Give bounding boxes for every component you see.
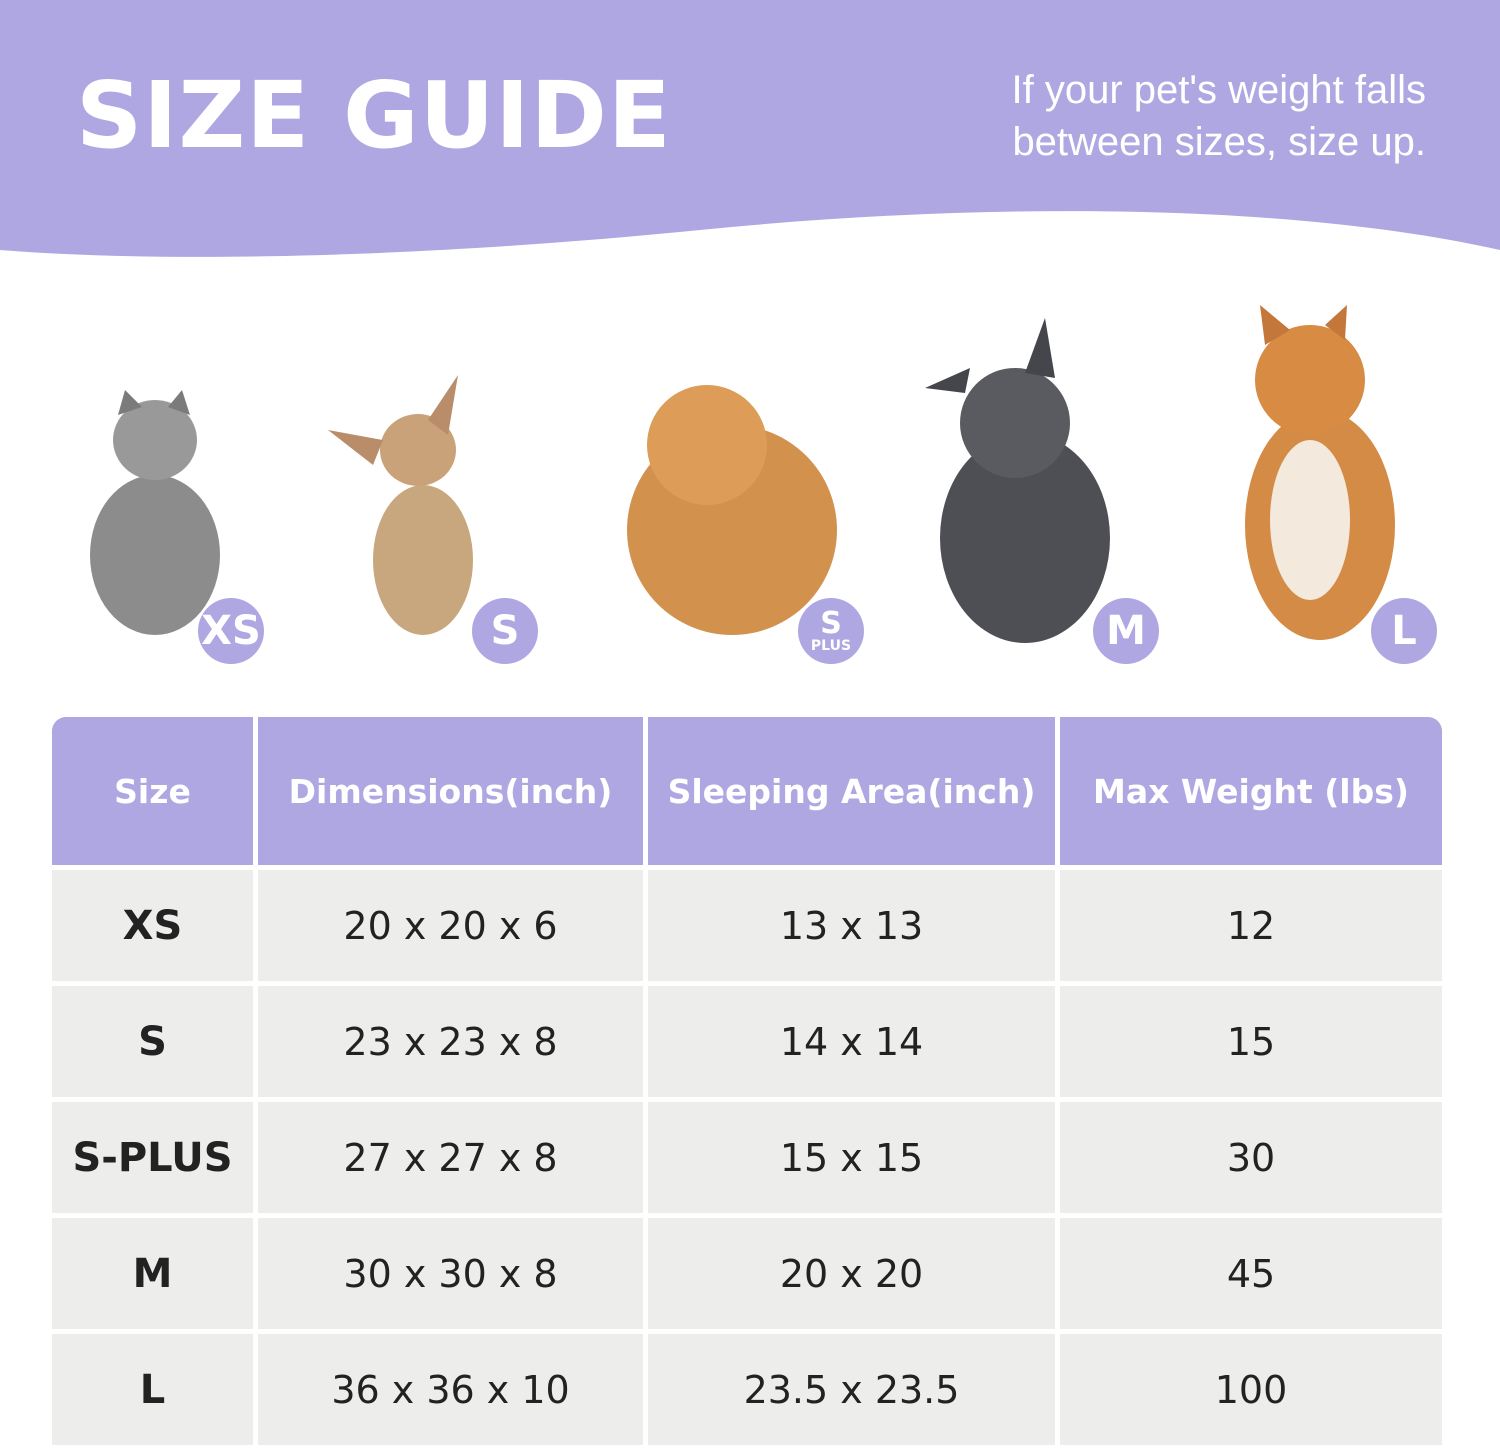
header-banner [0,0,1500,257]
max-weight-cell: 30 [1060,1102,1442,1213]
badge-sublabel: PLUS [810,638,852,654]
size-badge-s-plus: S PLUS [798,598,864,664]
size-cell: S-PLUS [52,1102,253,1213]
sleeping-area-cell: 13 x 13 [648,870,1055,981]
dimensions-cell: 30 x 30 x 8 [258,1218,643,1329]
table-row: XS 20 x 20 x 6 13 x 13 12 [52,870,1447,981]
dimensions-cell: 20 x 20 x 6 [258,870,643,981]
badge-label: M [1106,608,1146,654]
header-dimensions: Dimensions(inch) [258,717,643,865]
size-cell: S [52,986,253,1097]
size-cell: M [52,1218,253,1329]
badge-label: S [490,608,520,654]
dimensions-cell: 23 x 23 x 8 [258,986,643,1097]
header-size: Size [52,717,253,865]
table-row: L 36 x 36 x 10 23.5 x 23.5 100 [52,1334,1447,1445]
dimensions-cell: 36 x 36 x 10 [258,1334,643,1445]
pomeranian-image [627,385,837,635]
badge-label: L [1391,608,1417,654]
size-badge-s: S [472,598,538,664]
sleeping-area-cell: 14 x 14 [648,986,1055,1097]
max-weight-cell: 100 [1060,1334,1442,1445]
sizing-note-line-1: If your pet's weight falls [1011,68,1427,112]
cat-image [90,390,220,635]
sleeping-area-cell: 20 x 20 [648,1218,1055,1329]
size-badge-xs: XS [198,598,264,664]
french-bulldog-image [925,318,1110,643]
max-weight-cell: 12 [1060,870,1442,981]
shiba-inu-image [1245,305,1395,640]
table-header-row: Size Dimensions(inch) Sleeping Area(inch… [52,717,1447,865]
badge-label: XS [201,608,261,654]
size-cell: XS [52,870,253,981]
max-weight-cell: 15 [1060,986,1442,1097]
sleeping-area-cell: 15 x 15 [648,1102,1055,1213]
sizing-note: If your pet's weight falls between sizes… [1012,64,1427,168]
chihuahua-image [328,375,473,635]
size-table: Size Dimensions(inch) Sleeping Area(inch… [52,717,1447,1450]
sizing-note-line-2: between sizes, size up. [1012,120,1426,164]
table-row: S 23 x 23 x 8 14 x 14 15 [52,986,1447,1097]
max-weight-cell: 45 [1060,1218,1442,1329]
dimensions-cell: 27 x 27 x 8 [258,1102,643,1213]
table-row: M 30 x 30 x 8 20 x 20 45 [52,1218,1447,1329]
table-row: S-PLUS 27 x 27 x 8 15 x 15 30 [52,1102,1447,1213]
badge-label: S [820,606,842,641]
page-title: SIZE GUIDE [76,62,672,169]
size-badge-m: M [1093,598,1159,664]
size-cell: L [52,1334,253,1445]
header-sleeping-area: Sleeping Area(inch) [648,717,1055,865]
size-badge-l: L [1371,598,1437,664]
sleeping-area-cell: 23.5 x 23.5 [648,1334,1055,1445]
header-max-weight: Max Weight (lbs) [1060,717,1442,865]
